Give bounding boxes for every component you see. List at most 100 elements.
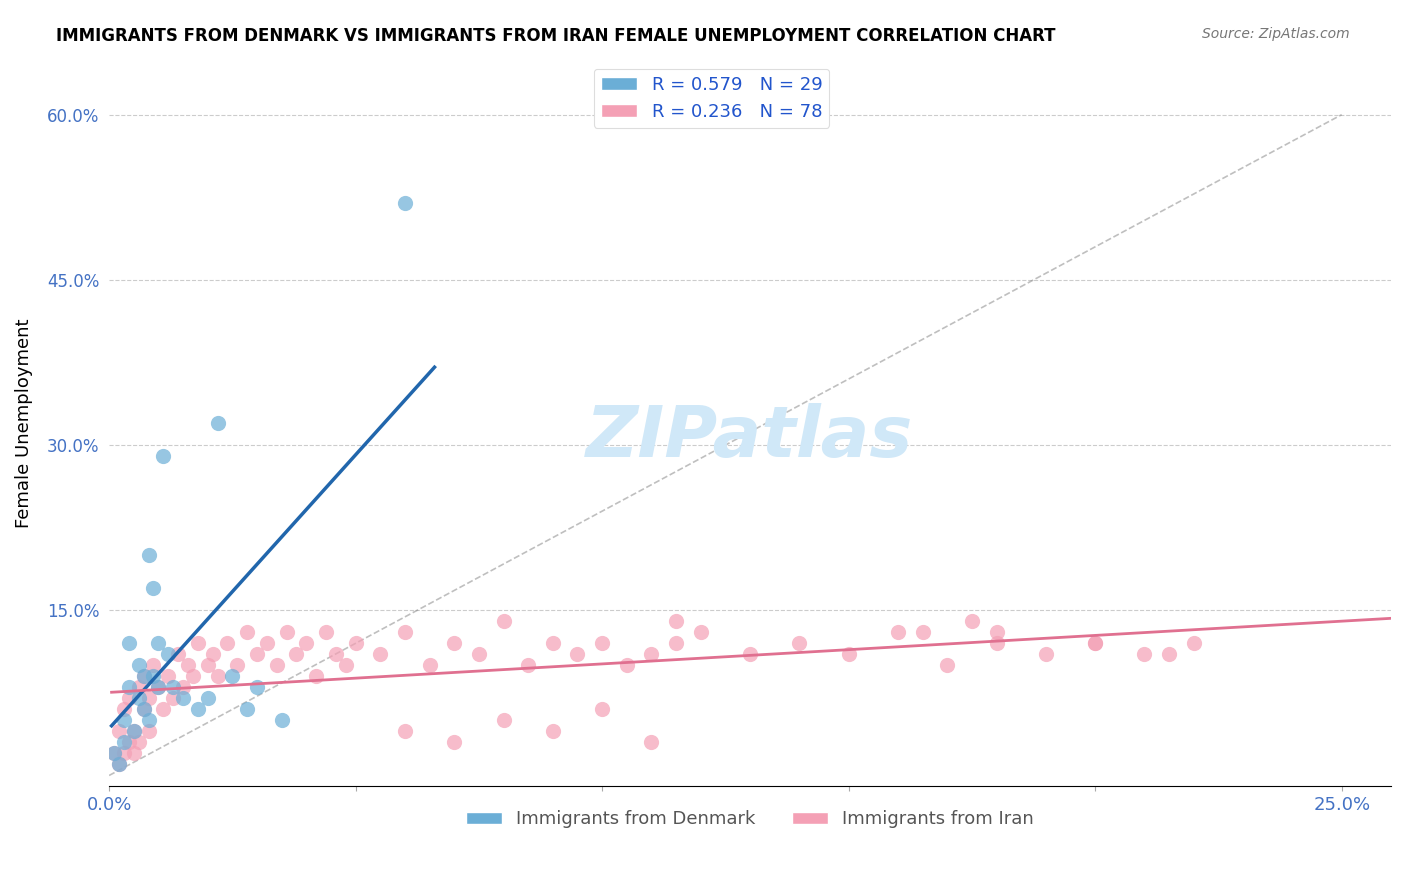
- Point: [1035, 648, 1057, 662]
- Point: [887, 625, 910, 640]
- Point: [118, 691, 141, 706]
- Point: [567, 648, 589, 662]
- Point: [665, 615, 688, 629]
- Point: [616, 658, 638, 673]
- Point: [138, 714, 160, 728]
- Point: [640, 648, 662, 662]
- Point: [217, 636, 239, 650]
- Point: [128, 681, 150, 695]
- Point: [197, 691, 219, 706]
- Y-axis label: Female Unemployment: Female Unemployment: [15, 318, 32, 528]
- Point: [1159, 648, 1181, 662]
- Point: [162, 691, 184, 706]
- Point: [246, 648, 269, 662]
- Point: [789, 636, 811, 650]
- Point: [689, 625, 711, 640]
- Point: [246, 681, 269, 695]
- Point: [132, 702, 155, 716]
- Point: [148, 681, 170, 695]
- Point: [335, 658, 357, 673]
- Point: [986, 636, 1008, 650]
- Point: [517, 658, 540, 673]
- Point: [207, 669, 229, 683]
- Point: [1084, 636, 1107, 650]
- Point: [142, 658, 165, 673]
- Point: [270, 714, 292, 728]
- Point: [152, 702, 174, 716]
- Point: [142, 669, 165, 683]
- Point: [226, 658, 249, 673]
- Point: [236, 625, 259, 640]
- Point: [118, 681, 141, 695]
- Point: [142, 581, 165, 595]
- Point: [118, 636, 141, 650]
- Point: [108, 724, 131, 739]
- Point: [394, 625, 416, 640]
- Point: [103, 747, 125, 761]
- Point: [108, 757, 131, 772]
- Point: [305, 669, 328, 683]
- Text: ZIPatlas: ZIPatlas: [586, 403, 914, 472]
- Point: [118, 735, 141, 749]
- Point: [197, 658, 219, 673]
- Point: [738, 648, 761, 662]
- Point: [172, 681, 194, 695]
- Point: [201, 648, 224, 662]
- Point: [236, 702, 259, 716]
- Point: [1133, 648, 1156, 662]
- Point: [132, 669, 155, 683]
- Point: [276, 625, 298, 640]
- Point: [162, 681, 184, 695]
- Point: [468, 648, 491, 662]
- Point: [132, 669, 155, 683]
- Point: [112, 714, 135, 728]
- Text: IMMIGRANTS FROM DENMARK VS IMMIGRANTS FROM IRAN FEMALE UNEMPLOYMENT CORRELATION : IMMIGRANTS FROM DENMARK VS IMMIGRANTS FR…: [56, 27, 1056, 45]
- Point: [128, 735, 150, 749]
- Point: [172, 691, 194, 706]
- Point: [138, 691, 160, 706]
- Point: [1084, 636, 1107, 650]
- Point: [936, 658, 959, 673]
- Point: [911, 625, 934, 640]
- Point: [112, 735, 135, 749]
- Point: [112, 747, 135, 761]
- Point: [419, 658, 441, 673]
- Point: [960, 615, 983, 629]
- Point: [128, 658, 150, 673]
- Point: [157, 648, 180, 662]
- Point: [344, 636, 367, 650]
- Point: [443, 735, 465, 749]
- Point: [394, 195, 416, 210]
- Point: [1182, 636, 1205, 650]
- Point: [221, 669, 243, 683]
- Point: [138, 548, 160, 562]
- Point: [256, 636, 278, 650]
- Point: [122, 724, 145, 739]
- Point: [152, 449, 174, 463]
- Point: [148, 636, 170, 650]
- Point: [325, 648, 347, 662]
- Point: [986, 625, 1008, 640]
- Point: [368, 648, 391, 662]
- Point: [108, 757, 131, 772]
- Point: [838, 648, 860, 662]
- Point: [443, 636, 465, 650]
- Point: [167, 648, 190, 662]
- Point: [295, 636, 318, 650]
- Point: [181, 669, 204, 683]
- Point: [492, 714, 515, 728]
- Point: [541, 636, 564, 650]
- Legend: Immigrants from Denmark, Immigrants from Iran: Immigrants from Denmark, Immigrants from…: [458, 803, 1042, 836]
- Text: Source: ZipAtlas.com: Source: ZipAtlas.com: [1202, 27, 1350, 41]
- Point: [138, 724, 160, 739]
- Point: [266, 658, 288, 673]
- Point: [394, 724, 416, 739]
- Point: [112, 702, 135, 716]
- Point: [132, 702, 155, 716]
- Point: [128, 691, 150, 706]
- Point: [541, 724, 564, 739]
- Point: [207, 416, 229, 430]
- Point: [122, 747, 145, 761]
- Point: [122, 724, 145, 739]
- Point: [591, 636, 613, 650]
